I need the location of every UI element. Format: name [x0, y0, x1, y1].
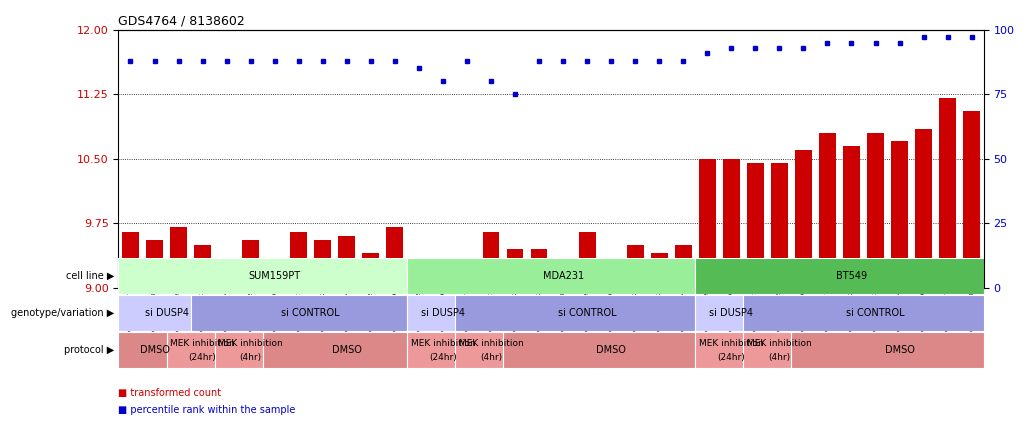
Bar — [118, 295, 191, 331]
Bar — [651, 253, 667, 288]
Bar — [503, 332, 695, 368]
Text: (4hr): (4hr) — [768, 354, 790, 363]
Bar — [122, 232, 139, 288]
Text: si CONTROL: si CONTROL — [558, 308, 616, 318]
Text: MEK inhibition: MEK inhibition — [170, 339, 235, 348]
Bar — [290, 232, 307, 288]
Bar — [626, 244, 644, 288]
Text: si DUSP4: si DUSP4 — [144, 308, 188, 318]
Text: ■ transformed count: ■ transformed count — [118, 387, 221, 398]
Text: GDS4764 / 8138602: GDS4764 / 8138602 — [118, 14, 245, 27]
Bar — [242, 240, 259, 288]
Bar — [218, 275, 235, 288]
Bar — [455, 295, 695, 331]
Bar — [915, 129, 932, 288]
Bar — [170, 228, 186, 288]
Text: DMSO: DMSO — [139, 345, 170, 355]
Text: (24hr): (24hr) — [430, 354, 456, 363]
Bar — [455, 332, 503, 368]
Bar — [579, 232, 595, 288]
Text: MEK inhibition: MEK inhibition — [747, 339, 812, 348]
Bar — [603, 258, 619, 288]
Bar — [146, 240, 163, 288]
Bar — [675, 244, 691, 288]
Text: si CONTROL: si CONTROL — [281, 308, 340, 318]
Bar — [747, 163, 763, 288]
Text: genotype/variation ▶: genotype/variation ▶ — [11, 308, 114, 318]
Bar — [338, 236, 355, 288]
Bar — [314, 240, 331, 288]
Bar — [723, 159, 740, 288]
Bar — [939, 99, 956, 288]
Text: MEK inhibition: MEK inhibition — [218, 339, 283, 348]
Text: si CONTROL: si CONTROL — [847, 308, 904, 318]
Bar — [554, 283, 572, 288]
Bar — [407, 332, 455, 368]
Bar — [263, 332, 407, 368]
Text: MDA231: MDA231 — [543, 271, 584, 280]
Bar — [194, 244, 211, 288]
Text: BT549: BT549 — [836, 271, 867, 280]
Bar — [770, 163, 788, 288]
Text: SUM159PT: SUM159PT — [248, 271, 301, 280]
Bar — [843, 146, 860, 288]
Bar — [118, 332, 167, 368]
Bar — [891, 141, 907, 288]
Bar — [695, 258, 984, 294]
Text: cell line ▶: cell line ▶ — [66, 271, 114, 280]
Bar — [407, 258, 695, 294]
Bar — [867, 133, 884, 288]
Text: DMSO: DMSO — [596, 345, 626, 355]
Text: (4hr): (4hr) — [240, 354, 262, 363]
Bar — [819, 133, 835, 288]
Text: DMSO: DMSO — [885, 345, 915, 355]
Bar — [167, 332, 214, 368]
Text: DMSO: DMSO — [332, 345, 362, 355]
Text: protocol ▶: protocol ▶ — [64, 345, 114, 355]
Bar — [386, 228, 403, 288]
Bar — [744, 332, 791, 368]
Bar — [118, 258, 407, 294]
Bar — [963, 111, 980, 288]
Bar — [698, 159, 716, 288]
Bar — [795, 150, 812, 288]
Bar — [744, 295, 984, 331]
Bar — [695, 295, 744, 331]
Bar — [482, 232, 500, 288]
Text: (24hr): (24hr) — [718, 354, 745, 363]
Bar — [407, 295, 455, 331]
Bar — [435, 283, 451, 288]
Text: (24hr): (24hr) — [188, 354, 216, 363]
Text: si DUSP4: si DUSP4 — [710, 308, 753, 318]
Bar — [695, 332, 744, 368]
Bar — [507, 249, 523, 288]
Text: si DUSP4: si DUSP4 — [421, 308, 465, 318]
Text: (4hr): (4hr) — [480, 354, 502, 363]
Text: MEK inhibition: MEK inhibition — [699, 339, 763, 348]
Text: MEK inhibition: MEK inhibition — [411, 339, 475, 348]
Bar — [266, 266, 283, 288]
Bar — [458, 283, 475, 288]
Bar — [191, 295, 407, 331]
Bar — [214, 332, 263, 368]
Bar — [363, 253, 379, 288]
Bar — [791, 332, 984, 368]
Bar — [410, 279, 427, 288]
Text: MEK inhibition: MEK inhibition — [458, 339, 523, 348]
Bar — [530, 249, 547, 288]
Text: ■ percentile rank within the sample: ■ percentile rank within the sample — [118, 404, 296, 415]
